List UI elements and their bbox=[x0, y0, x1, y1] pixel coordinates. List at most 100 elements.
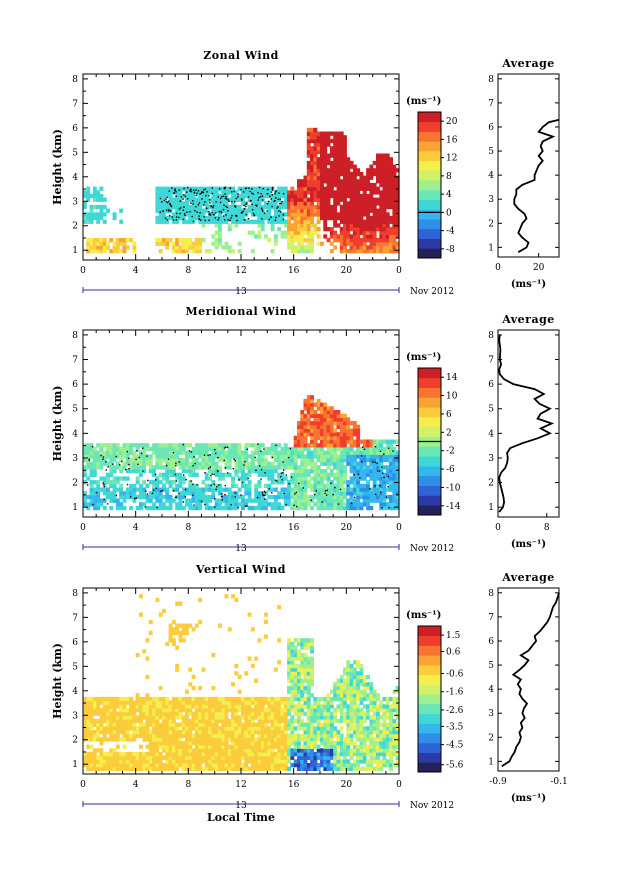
heatmap-cell bbox=[250, 726, 255, 731]
heatmap-cell bbox=[218, 707, 222, 713]
heatmap-cell bbox=[204, 741, 209, 746]
heatmap-cell bbox=[366, 186, 370, 191]
contour-point bbox=[220, 197, 222, 200]
heatmap-cell bbox=[201, 491, 206, 496]
heatmap-cell bbox=[168, 204, 173, 210]
heatmap-cell bbox=[224, 443, 229, 448]
heatmap-cell bbox=[214, 201, 219, 206]
heatmap-cell bbox=[247, 726, 252, 731]
heatmap-cell bbox=[148, 704, 153, 709]
heatmap-cell bbox=[162, 238, 166, 243]
heatmap-cell bbox=[352, 193, 357, 199]
heatmap-cell bbox=[376, 465, 380, 470]
contour-point bbox=[119, 464, 121, 466]
heatmap-cell bbox=[86, 700, 91, 705]
heatmap-cell bbox=[346, 446, 351, 452]
heatmap-cell bbox=[119, 763, 124, 768]
heatmap-cell bbox=[277, 193, 282, 199]
contour-point bbox=[285, 474, 287, 476]
heatmap-cell bbox=[287, 483, 291, 489]
heatmap-cell bbox=[83, 465, 87, 470]
heatmap-cell bbox=[244, 711, 249, 716]
heatmap-cell bbox=[257, 450, 262, 455]
heatmap-cell bbox=[287, 671, 291, 676]
heatmap-cell bbox=[300, 443, 305, 448]
heatmap-cell bbox=[297, 249, 301, 254]
heatmap-cell bbox=[171, 457, 176, 463]
heatmap-cell bbox=[329, 439, 334, 444]
heatmap-cell bbox=[326, 439, 331, 444]
heatmap-cell bbox=[221, 450, 226, 455]
heatmap-cell bbox=[293, 763, 298, 768]
heatmap-cell bbox=[185, 627, 189, 632]
heatmap-cell bbox=[277, 219, 282, 224]
colorbar-segment bbox=[418, 505, 441, 516]
heatmap-cell bbox=[175, 766, 180, 771]
heatmap-cell bbox=[181, 215, 186, 221]
heatmap-cell bbox=[191, 733, 196, 738]
heatmap-cell bbox=[181, 245, 186, 250]
heatmap-cell bbox=[168, 726, 173, 731]
heatmap-cell bbox=[99, 241, 104, 246]
heatmap-cell bbox=[362, 439, 367, 444]
heatmap-cell bbox=[139, 704, 143, 709]
heatmap-cell bbox=[168, 494, 173, 500]
heatmap-cell bbox=[237, 752, 242, 757]
heatmap-cell bbox=[316, 131, 321, 136]
heatmap-cell bbox=[102, 212, 107, 217]
contour-point bbox=[242, 191, 245, 193]
contour-point bbox=[217, 196, 219, 198]
heatmap-cell bbox=[359, 487, 364, 492]
heatmap-cell bbox=[329, 160, 334, 166]
heatmap-cell bbox=[320, 410, 324, 415]
heatmap-cell bbox=[92, 465, 97, 470]
average-y-tick-label: 2 bbox=[488, 479, 494, 489]
heatmap-cell bbox=[297, 505, 301, 511]
heatmap-cell bbox=[329, 487, 334, 492]
heatmap-cell bbox=[385, 219, 390, 224]
heatmap-cell bbox=[165, 480, 170, 485]
heatmap-cell bbox=[129, 718, 133, 724]
heatmap-cell bbox=[316, 234, 321, 239]
heatmap-cell bbox=[139, 505, 143, 511]
heatmap-cell bbox=[201, 457, 206, 463]
heatmap-cell bbox=[343, 175, 347, 180]
heatmap-cell bbox=[283, 494, 288, 500]
heatmap-cell bbox=[188, 737, 193, 742]
heatmap-cell bbox=[171, 212, 176, 217]
contour-point bbox=[190, 190, 193, 193]
heatmap-cell bbox=[329, 505, 334, 511]
heatmap-cell bbox=[273, 752, 278, 757]
heatmap-cell bbox=[194, 498, 199, 503]
heatmap-cell bbox=[313, 204, 318, 210]
heatmap-cell bbox=[306, 142, 311, 147]
heatmap-cell bbox=[185, 737, 189, 742]
heatmap-cell bbox=[185, 733, 189, 738]
heatmap-cell bbox=[333, 439, 338, 444]
heatmap-cell bbox=[290, 215, 295, 221]
heatmap-cell bbox=[171, 469, 176, 474]
heatmap-cell bbox=[241, 700, 245, 705]
heatmap-cell bbox=[122, 759, 127, 764]
heatmap-cell bbox=[115, 461, 120, 466]
heatmap-cell bbox=[382, 157, 387, 162]
heatmap-cell bbox=[270, 752, 275, 757]
contour-point bbox=[388, 507, 390, 509]
heatmap-cell bbox=[175, 238, 180, 243]
heatmap-cell bbox=[270, 733, 275, 738]
heatmap-cell bbox=[178, 472, 183, 477]
heatmap-cell bbox=[99, 215, 104, 221]
heatmap-cell bbox=[218, 227, 222, 232]
heatmap-cell bbox=[247, 491, 252, 496]
heatmap-cell bbox=[270, 502, 275, 507]
contour-point bbox=[216, 486, 218, 488]
heatmap-cell bbox=[273, 450, 278, 455]
heatmap-cell bbox=[257, 715, 262, 720]
heatmap-cell bbox=[171, 707, 176, 713]
heatmap-cell bbox=[366, 494, 370, 500]
heatmap-cell bbox=[297, 219, 301, 224]
heatmap-cell bbox=[152, 748, 156, 753]
heatmap-cell bbox=[366, 212, 370, 217]
heatmap-cell bbox=[218, 623, 222, 628]
heatmap-cell bbox=[392, 494, 397, 500]
